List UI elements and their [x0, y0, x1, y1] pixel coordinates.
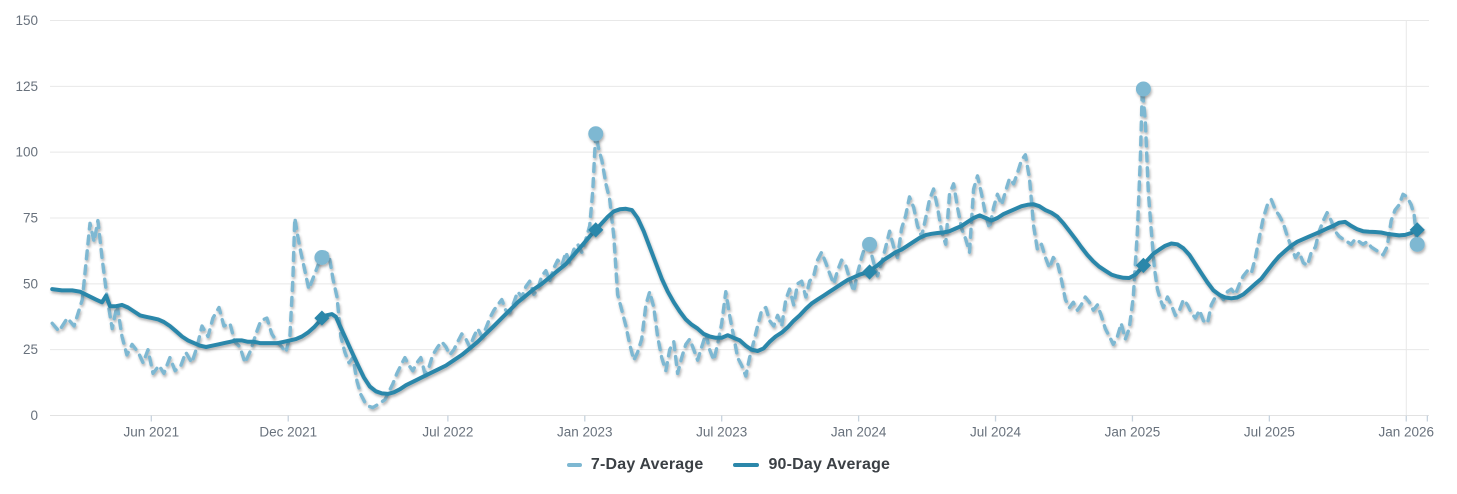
series-line-90-day — [50, 202, 1424, 396]
legend-item-90-day-average[interactable]: 90-Day Average — [733, 456, 890, 474]
data-point-circle-marker[interactable] — [1135, 81, 1151, 97]
y-gridlines — [50, 20, 1429, 416]
data-point-diamond-marker[interactable] — [861, 264, 878, 280]
data-point-circle-marker[interactable] — [862, 236, 878, 252]
x-tick-label: Jul 2022 — [422, 425, 473, 440]
data-point-circle-marker[interactable] — [314, 250, 330, 265]
legend-label: 7-Day Average — [590, 456, 704, 473]
x-tick-label: Jan 2023 — [557, 425, 613, 440]
series-markers — [314, 81, 1425, 326]
x-tick-label: Jul 2024 — [970, 425, 1022, 440]
data-point-circle-marker[interactable] — [588, 126, 604, 142]
data-point-diamond-marker[interactable] — [314, 310, 330, 326]
data-point-diamond-marker[interactable] — [1135, 257, 1151, 273]
y-tick-label: 125 — [15, 79, 38, 94]
x-tick-label: Jan 2024 — [831, 425, 887, 440]
x-tick-label: Jan 2026 — [1378, 425, 1434, 440]
line-chart-canvas[interactable]: 0 25 50 75 100 125 150 Jun 2021 Dec 2021 Jul 2022… — [0, 0, 1457, 452]
x-tick-label: Jul 2023 — [696, 425, 747, 440]
data-point-diamond-marker[interactable] — [588, 222, 604, 238]
y-axis-labels: 0 25 50 75 100 125 150 — [15, 13, 38, 423]
legend-label: 90-Day Average — [768, 456, 891, 473]
y-tick-label: 75 — [23, 211, 38, 226]
y-tick-label: 25 — [23, 342, 38, 357]
legend-item-7-day-average[interactable]: 7-Day Average — [566, 456, 704, 474]
series-line-7-day — [50, 87, 1419, 410]
dashed-line-swatch-icon — [566, 463, 582, 467]
data-point-diamond-marker[interactable] — [1409, 222, 1425, 238]
x-tick-label: Dec 2021 — [259, 425, 317, 440]
y-tick-label: 50 — [23, 276, 38, 291]
x-tick-label: Jun 2021 — [124, 425, 180, 440]
y-tick-label: 150 — [15, 13, 38, 28]
y-tick-label: 100 — [15, 145, 38, 160]
x-tick-label: Jan 2025 — [1105, 425, 1161, 440]
solid-line-swatch-icon — [733, 463, 760, 467]
chart-legend: 7-Day Average 90-Day Average — [0, 456, 1457, 474]
y-tick-label: 0 — [30, 408, 38, 423]
x-axis: Jun 2021 Dec 2021 Jul 2022 Jan 2023 Jul 2023… — [124, 20, 1434, 440]
data-point-circle-marker[interactable] — [1409, 236, 1425, 252]
x-tick-label: Jul 2025 — [1244, 425, 1295, 440]
